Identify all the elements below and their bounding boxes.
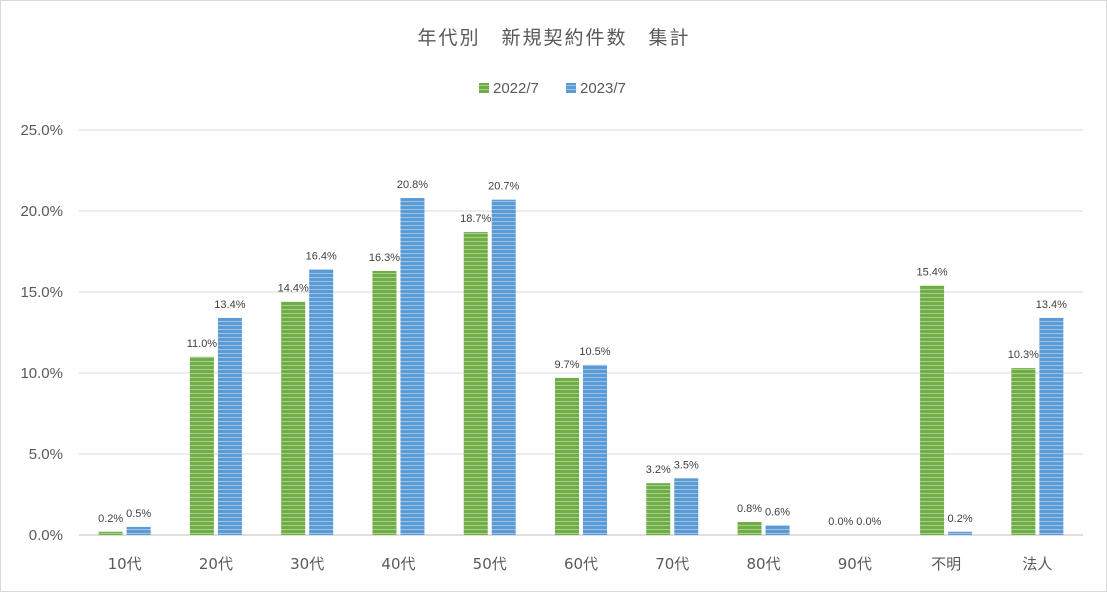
gridlines bbox=[79, 129, 1083, 536]
data-label: 13.4% bbox=[1036, 299, 1067, 311]
data-label: 20.7% bbox=[488, 181, 519, 193]
y-tick-label: 15.0% bbox=[20, 284, 63, 301]
bar-2023-7 bbox=[1039, 317, 1064, 535]
bar-2022-7 bbox=[1011, 368, 1036, 535]
legend: 2022/7 2023/7 bbox=[479, 80, 626, 97]
x-tick-label: 70代 bbox=[655, 555, 689, 573]
x-tick-label: 40代 bbox=[381, 555, 415, 573]
bar-2022-7 bbox=[98, 531, 123, 535]
x-tick-label: 90代 bbox=[838, 555, 872, 573]
x-tick-label: 10代 bbox=[108, 555, 142, 573]
data-label: 0.5% bbox=[126, 508, 151, 520]
x-tick-label: 法人 bbox=[1022, 555, 1052, 573]
data-label: 0.0% bbox=[828, 516, 853, 528]
legend-label-2022: 2022/7 bbox=[493, 80, 539, 97]
data-label: 0.8% bbox=[737, 503, 762, 515]
data-label: 9.7% bbox=[554, 359, 579, 371]
x-tick-label: 60代 bbox=[564, 555, 598, 573]
data-labels: 0.2% 0.5%11.0%13.4%14.4%16.4% 16.3%20.8%18… bbox=[98, 179, 1067, 528]
bar-2023-7 bbox=[948, 531, 973, 535]
y-tick-label: 20.0% bbox=[20, 203, 63, 220]
x-axis-labels: 10代 20代 30代 40代 50代 60代 70代 80代 90代 不明 法人 bbox=[108, 555, 1053, 573]
legend-swatch-2023 bbox=[566, 83, 576, 93]
bar-2022-7 bbox=[372, 270, 397, 535]
legend-label-2023: 2023/7 bbox=[580, 80, 626, 97]
data-label: 18.7% bbox=[460, 213, 491, 225]
data-label: 16.3% bbox=[369, 252, 400, 264]
data-label: 3.2% bbox=[646, 464, 671, 476]
data-label: 11.0% bbox=[187, 338, 218, 350]
bar-2022-7 bbox=[463, 232, 488, 535]
data-label: 10.3% bbox=[1008, 349, 1039, 361]
bar-2023-7 bbox=[583, 364, 607, 535]
data-label: 0.2% bbox=[948, 513, 973, 525]
bar-2023-7 bbox=[309, 269, 334, 535]
bars bbox=[98, 198, 1064, 536]
chart-title: 年代別 新規契約件数 集計 bbox=[417, 27, 690, 49]
bar-2022-7 bbox=[281, 301, 306, 535]
data-label: 14.4% bbox=[278, 283, 309, 295]
y-tick-label: 5.0% bbox=[29, 446, 63, 463]
x-tick-label: 20代 bbox=[199, 555, 233, 573]
legend-swatch-2022 bbox=[479, 83, 489, 93]
x-tick-label: 80代 bbox=[746, 555, 780, 573]
data-label: 13.4% bbox=[214, 299, 245, 311]
x-tick-label: 不明 bbox=[931, 555, 961, 573]
bar-2023-7 bbox=[491, 199, 516, 535]
x-tick-label: 50代 bbox=[473, 555, 507, 573]
bar-2023-7 bbox=[126, 526, 151, 535]
bar-2022-7 bbox=[737, 522, 762, 535]
data-label: 16.4% bbox=[306, 250, 337, 262]
data-label: 3.5% bbox=[674, 459, 699, 471]
y-tick-label: 10.0% bbox=[20, 365, 63, 382]
data-label: 0.0% bbox=[856, 516, 881, 528]
data-label: 20.8% bbox=[397, 179, 428, 191]
y-tick-label: 0.0% bbox=[29, 527, 63, 544]
bar-2023-7 bbox=[765, 525, 790, 535]
data-label: 15.4% bbox=[916, 267, 947, 279]
data-label: 0.2% bbox=[98, 513, 123, 525]
bar-2022-7 bbox=[555, 377, 579, 535]
x-tick-label: 30代 bbox=[290, 555, 324, 573]
data-label: 0.6% bbox=[765, 506, 790, 518]
bar-2023-7 bbox=[400, 198, 425, 536]
y-tick-label: 25.0% bbox=[20, 122, 63, 139]
bar-2022-7 bbox=[920, 285, 945, 535]
bar-2022-7 bbox=[189, 356, 214, 535]
data-label: 10.5% bbox=[579, 346, 610, 358]
bar-2022-7 bbox=[646, 483, 671, 535]
bar-2023-7 bbox=[674, 478, 699, 535]
bar-2023-7 bbox=[217, 317, 242, 535]
y-axis-ticks: 0.0% 5.0% 10.0% 15.0% 20.0% 25.0% bbox=[20, 122, 63, 544]
